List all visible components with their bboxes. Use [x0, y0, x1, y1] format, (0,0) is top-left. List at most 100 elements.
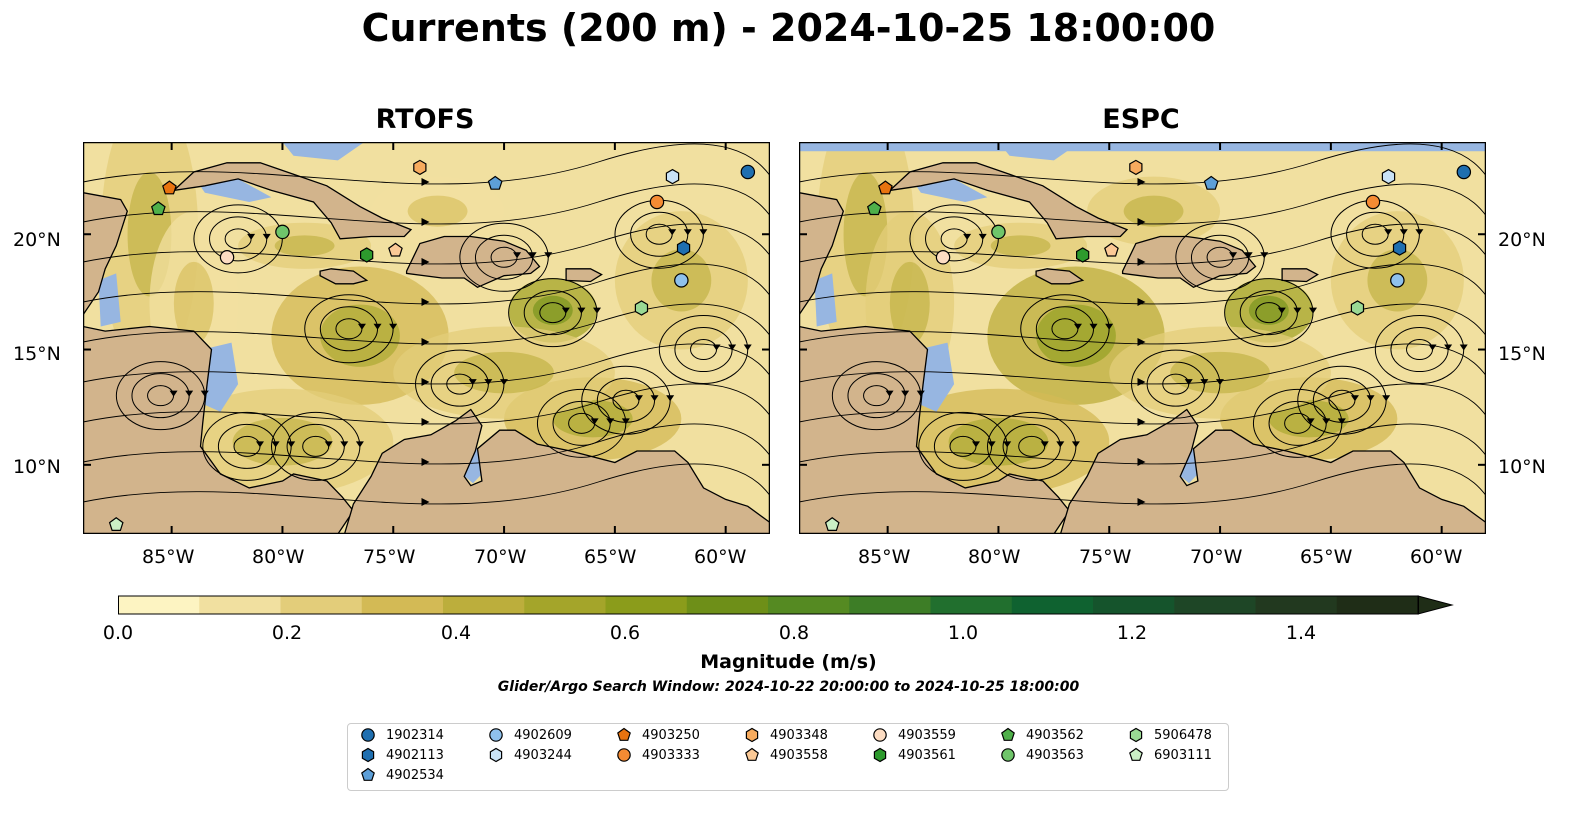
colorbar-segment: [1174, 596, 1256, 614]
streamline-arrow: [978, 233, 987, 240]
streamline-arrow: [743, 344, 752, 351]
land-jamaica: [1035, 268, 1085, 285]
streamline-arrow: [593, 307, 602, 314]
legend-item-4903563: 4903563: [1000, 747, 1084, 763]
float-4902534: [487, 175, 503, 190]
streamline-arrow: [963, 233, 972, 240]
streamline-arrow: [1137, 258, 1146, 266]
legend-item-4903559: 4903559: [872, 727, 956, 743]
streamline: [799, 263, 1486, 305]
circle-marker-icon: [873, 728, 887, 742]
legend-item-4902609: 4902609: [488, 727, 572, 743]
float-4903333: [1365, 194, 1381, 210]
colorbar-segment: [1255, 596, 1338, 614]
hexagon-marker-icon: [489, 747, 503, 763]
streamline-arrow: [668, 229, 677, 236]
colorbar-tick-7: 1.4: [1285, 622, 1317, 644]
colorbar-segment: [361, 596, 444, 614]
streamline: [799, 423, 1486, 465]
colorbar-segment: [524, 596, 606, 614]
shelf-shelf_ni: [918, 342, 955, 412]
figure-title: Currents (200 m) - 2024-10-25 18:00:00: [361, 6, 1216, 50]
float-4903558: [388, 242, 403, 257]
streamline-arrow: [421, 418, 430, 426]
lat-label-20-right: 20°N: [1498, 229, 1546, 251]
streamline-arrow: [1229, 252, 1238, 259]
float-4902609: [1390, 273, 1405, 288]
float-4903559: [219, 250, 235, 265]
land-samerica: [343, 408, 770, 534]
streamline: [83, 383, 770, 425]
legend-marker: [1001, 727, 1015, 741]
streamline-arrow: [421, 458, 430, 466]
legend-marker: [873, 747, 887, 763]
streamline-arrow: [200, 390, 209, 397]
legend-marker: [745, 727, 759, 743]
streamline-arrow: [389, 323, 398, 330]
streamline-arrow: [287, 441, 296, 448]
land-puertorico: [1281, 268, 1319, 283]
float-4903563: [991, 224, 1006, 240]
legend-label: 6903111: [1154, 747, 1212, 763]
magnitude-core: [1248, 295, 1289, 325]
float-4903558: [1104, 242, 1119, 257]
hexagon-marker-icon: [745, 727, 759, 743]
streamline-arrow: [1137, 458, 1146, 466]
float-4903333: [649, 194, 665, 210]
streamline-arrow: [1350, 395, 1359, 402]
legend-marker: [489, 728, 503, 742]
legend-label: 5906478: [1154, 727, 1212, 743]
streamline-arrow: [421, 378, 430, 386]
streamline-arrow: [666, 395, 675, 402]
streamline: [83, 423, 770, 465]
magnitude-core: [274, 235, 335, 257]
streamline-arrow: [1040, 441, 1049, 448]
colorbar-extend-arrow: [1417, 595, 1454, 615]
streamline-arrow: [271, 441, 280, 448]
legend-marker: [489, 747, 503, 763]
streamline-arrow: [340, 441, 349, 448]
colorbar-segment: [1011, 596, 1094, 614]
streamline: [83, 263, 770, 305]
pentagon-marker-icon: [361, 767, 375, 781]
legend-label: 1902314: [386, 727, 444, 743]
legend-marker: [361, 728, 375, 742]
legend-item-4903244: 4903244: [488, 747, 572, 763]
lat-label-10-left: 10°N: [13, 456, 61, 478]
float-6903111: [824, 517, 840, 531]
streamline-arrow: [901, 390, 910, 397]
float-4903348: [413, 159, 427, 176]
streamline: [799, 463, 1486, 505]
colorbar-segment: [199, 596, 281, 614]
streamline-arrow: [468, 379, 477, 386]
streamline-arrow: [1337, 418, 1346, 425]
colorbar-tick-4: 0.8: [778, 622, 810, 644]
pentagon-marker-icon: [1001, 727, 1015, 741]
streamline-arrow: [421, 218, 430, 226]
legend-marker: [617, 727, 631, 741]
hexagon-marker-icon: [361, 747, 375, 763]
colorbar-segment: [605, 596, 688, 614]
shelf-shelf_ba: [282, 142, 365, 161]
lon-label-70-left: 70°W: [474, 546, 527, 568]
hexagon-marker-icon: [1129, 727, 1143, 743]
colorbar-tick-3: 0.6: [609, 622, 641, 644]
colorbar-segment: [280, 596, 363, 614]
circle-marker-icon: [489, 728, 503, 742]
colorbar-segment: [118, 596, 200, 614]
colorbar-title: Magnitude (m/s): [700, 651, 877, 673]
map-frame: [83, 142, 770, 534]
streamline-arrow: [1137, 218, 1146, 226]
streamline-arrow: [357, 323, 366, 330]
magnitude-core: [990, 235, 1051, 257]
lon-label-70-right: 70°W: [1190, 546, 1243, 568]
pentagon-marker-icon: [1129, 747, 1143, 761]
legend-item-1902314: 1902314: [360, 727, 444, 743]
streamline-arrow: [1459, 344, 1468, 351]
float-1902314: [1456, 164, 1472, 180]
legend-item-4903333: 4903333: [616, 747, 700, 763]
legend-item-5906478: 5906478: [1128, 727, 1212, 743]
colorbar-segment: [686, 596, 769, 614]
legend: 1902314 4902113 4902534 4902609 4903244 49032…: [347, 723, 1229, 791]
float-4903250: [878, 180, 893, 195]
